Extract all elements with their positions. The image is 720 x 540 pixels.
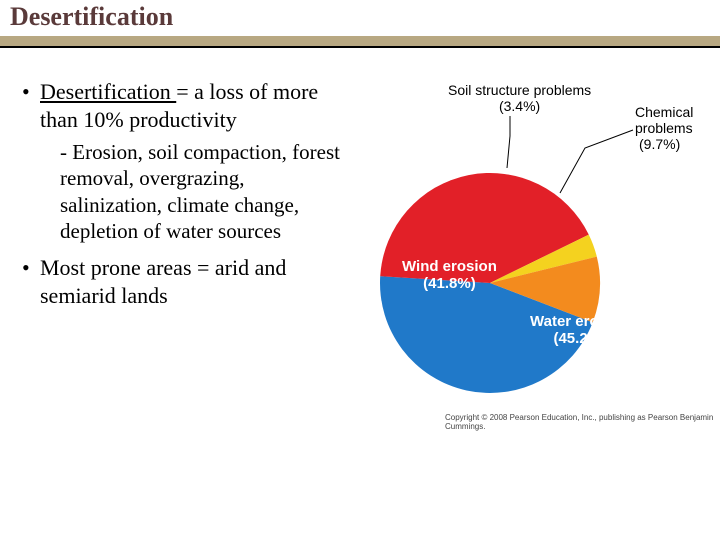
chart-column: Soil structure problems(3.4%) Chemical p… <box>360 78 720 458</box>
bullet-prone-areas: Most prone areas = arid and semiarid lan… <box>18 254 350 309</box>
bullet-definition: Desertification = a loss of more than 10… <box>18 78 350 244</box>
text-column: Desertification = a loss of more than 10… <box>0 78 360 458</box>
sub-bullet-causes: Erosion, soil compaction, forest removal… <box>40 139 350 244</box>
term-desertification: Desertification <box>40 79 176 104</box>
slide-title: Desertification <box>10 2 173 31</box>
title-bar: Desertification <box>0 0 720 48</box>
content-area: Desertification = a loss of more than 10… <box>0 48 720 458</box>
pie-chart: Soil structure problems(3.4%) Chemical p… <box>360 78 720 458</box>
leader-lines <box>360 78 720 458</box>
